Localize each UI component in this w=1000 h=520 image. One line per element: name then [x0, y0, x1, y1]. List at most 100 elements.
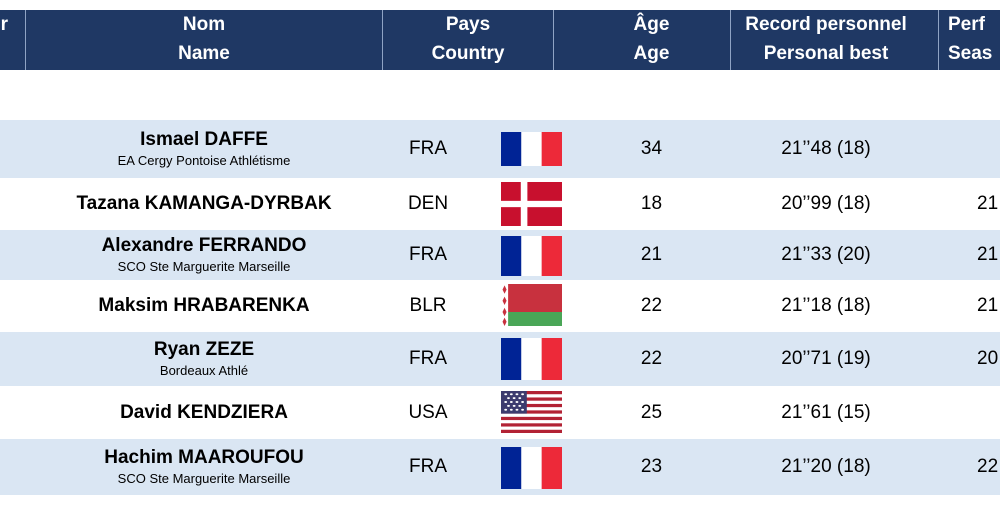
- country-cell: USA: [383, 388, 473, 437]
- personal-best: 21’’61 (15): [781, 401, 871, 423]
- season-best: 21: [977, 244, 999, 265]
- athlete-name: Alexandre FERRANDO: [101, 235, 307, 256]
- athlete-name: Tazana KAMANGA-DYRBAK: [76, 193, 332, 214]
- header-text: Pays: [445, 14, 491, 35]
- header-text: Perf: [948, 14, 985, 35]
- country-cell: DEN: [383, 180, 473, 228]
- personal-best: 21’’33 (20): [781, 244, 871, 265]
- personal-best: 21’’20 (18): [781, 456, 871, 477]
- flag: [501, 284, 562, 326]
- table-row: Alexandre FERRANDO SCO Ste Marguerite Mar…: [0, 230, 1000, 280]
- record-cell: 21’’61 (15): [726, 388, 926, 437]
- personal-best: 21’’48 (18): [781, 138, 871, 159]
- athlete-club: SCO Ste Marguerite Marseille: [117, 471, 291, 486]
- age-cell: 22: [554, 282, 749, 330]
- personal-best: 20’’99 (18): [781, 193, 871, 214]
- personal-best: 20’’71 (19): [781, 348, 871, 369]
- season-cell: 21: [977, 230, 1000, 280]
- season-best: 21: [977, 295, 999, 316]
- athlete-name: Hachim MAAROUFOU: [104, 447, 304, 468]
- athlete-club: SCO Ste Marguerite Marseille: [117, 259, 291, 274]
- age: 34: [640, 138, 663, 159]
- age-cell: 21: [554, 230, 749, 280]
- country-code: DEN: [407, 193, 449, 214]
- table-row: David KENDZIERA USA 25 21’’61 (15): [0, 388, 1000, 437]
- record-cell: 20’’71 (19): [726, 332, 926, 386]
- column-separator: [25, 10, 26, 70]
- table-row: Ismael DAFFE EA Cergy Pontoise Athlétisme…: [0, 120, 1000, 178]
- name-cell: Tazana KAMANGA-DYRBAK: [26, 180, 382, 228]
- age: 21: [640, 244, 663, 265]
- country-cell: BLR: [383, 282, 473, 330]
- record-cell: 21’’20 (18): [726, 439, 926, 495]
- country-code: BLR: [409, 295, 447, 316]
- name-cell: David KENDZIERA: [26, 388, 382, 437]
- header-cell: Perf Seas: [948, 10, 1000, 70]
- flag: [501, 391, 562, 433]
- table-header: r Nom Name Pays Country Âge Age Record pers…: [0, 10, 1000, 70]
- header-text: Age: [633, 43, 670, 64]
- column-separator: [382, 10, 383, 70]
- name-cell: Hachim MAAROUFOU SCO Ste Marguerite Marse…: [26, 439, 382, 495]
- header-cell: Pays Country: [383, 10, 553, 70]
- athlete-name: Maksim HRABARENKA: [98, 295, 310, 316]
- athlete-name: David KENDZIERA: [120, 401, 288, 423]
- athlete-club: Bordeaux Athlé: [159, 363, 249, 378]
- flag: [501, 447, 562, 489]
- record-cell: 20’’99 (18): [726, 180, 926, 228]
- country-code: FRA: [409, 244, 447, 265]
- name-cell: Alexandre FERRANDO SCO Ste Marguerite Mar…: [26, 230, 382, 280]
- record-cell: 21’’48 (18): [726, 120, 926, 178]
- header-text: Âge: [633, 14, 670, 35]
- header-text: Record personnel: [745, 14, 907, 35]
- header-cell: Record personnel Personal best: [726, 10, 926, 70]
- age-cell: 22: [554, 332, 749, 386]
- header-text: Nom: [182, 14, 226, 35]
- season-cell: 20: [977, 332, 1000, 386]
- header-cell: Nom Name: [26, 10, 382, 70]
- header-text: Seas: [948, 43, 993, 64]
- flag: [501, 132, 562, 166]
- athlete-name: Ismael DAFFE: [140, 129, 268, 150]
- column-separator: [730, 10, 731, 70]
- table-row: Ryan ZEZE Bordeaux Athlé FRA 22 20’’71 (1…: [0, 332, 1000, 386]
- athlete-club: EA Cergy Pontoise Athlétisme: [117, 153, 291, 168]
- age-cell: 34: [554, 120, 749, 178]
- athlete-name: Ryan ZEZE: [153, 339, 255, 360]
- header-text: r: [0, 14, 8, 35]
- age-cell: 23: [554, 439, 749, 495]
- table-row: Tazana KAMANGA-DYRBAK DEN 18 20’’99 (18)…: [0, 180, 1000, 228]
- header-cell: r: [0, 10, 8, 70]
- season-cell: 21: [977, 180, 1000, 228]
- season-best: 21: [977, 193, 999, 214]
- column-separator: [553, 10, 554, 70]
- flag: [501, 182, 562, 226]
- header-text: Name: [178, 43, 230, 64]
- age: 25: [640, 401, 663, 423]
- country-code: FRA: [409, 138, 447, 159]
- flag: [501, 236, 562, 276]
- season-best: 22: [977, 456, 999, 477]
- age-cell: 25: [554, 388, 749, 437]
- name-cell: Ryan ZEZE Bordeaux Athlé: [26, 332, 382, 386]
- country-cell: FRA: [383, 332, 473, 386]
- header-cell: Âge Age: [554, 10, 749, 70]
- age-cell: 18: [554, 180, 749, 228]
- country-code: USA: [408, 401, 448, 423]
- record-cell: 21’’18 (18): [726, 282, 926, 330]
- country-cell: FRA: [383, 230, 473, 280]
- age: 22: [640, 295, 663, 316]
- name-cell: Ismael DAFFE EA Cergy Pontoise Athlétisme: [26, 120, 382, 178]
- country-code: FRA: [409, 348, 447, 369]
- season-cell: 21: [977, 282, 1000, 330]
- record-cell: 21’’33 (20): [726, 230, 926, 280]
- country-cell: FRA: [383, 439, 473, 495]
- country-code: FRA: [409, 456, 447, 477]
- age: 22: [640, 348, 663, 369]
- table-row: Maksim HRABARENKA BLR 22 21’’18 (18) 21: [0, 282, 1000, 330]
- flag: [501, 338, 562, 380]
- name-cell: Maksim HRABARENKA: [26, 282, 382, 330]
- country-cell: FRA: [383, 120, 473, 178]
